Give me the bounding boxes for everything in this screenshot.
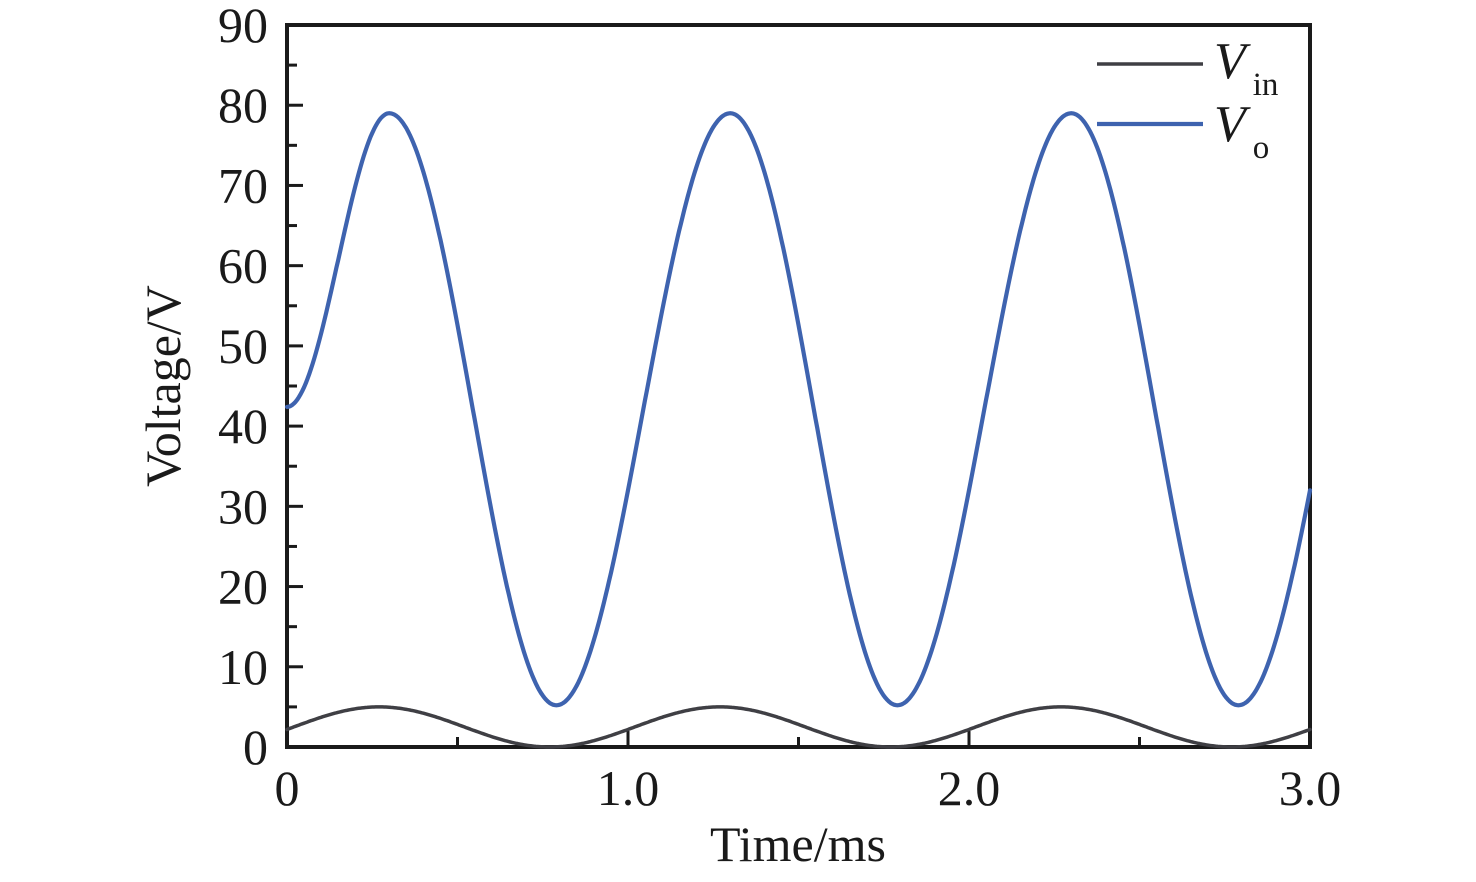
legend-vin-symbol: V (1214, 33, 1251, 90)
x-tick-label: 3.0 (1279, 760, 1342, 816)
x-tick-label: 1.0 (597, 760, 660, 816)
y-tick-label: 80 (218, 77, 268, 133)
y-tick-label: 40 (218, 398, 268, 454)
x-tick-label: 0 (275, 760, 300, 816)
y-tick-label: 0 (243, 719, 268, 775)
x-tick-label: 2.0 (938, 760, 1001, 816)
y-tick-label: 60 (218, 238, 268, 294)
y-tick-label: 50 (218, 318, 268, 374)
legend-label-vin: V in (1214, 33, 1278, 103)
series-line-vin (285, 705, 1312, 749)
legend-lines (1097, 62, 1203, 127)
plot-area (285, 23, 1312, 749)
legend-label-vo: V o (1214, 96, 1269, 166)
y-tick-label: 10 (218, 639, 268, 695)
x-axis-title: Time/ms (710, 816, 886, 872)
legend: V in V o (1097, 33, 1278, 166)
axis-ticks (285, 23, 1312, 749)
y-tick-label: 20 (218, 559, 268, 615)
y-tick-label: 30 (218, 478, 268, 534)
y-tick-label: 90 (218, 0, 268, 53)
y-axis-title: Voltage/V (135, 285, 191, 487)
legend-vo-subscript: o (1253, 130, 1270, 166)
data-series (284, 111, 1313, 749)
legend-vo-symbol: V (1214, 96, 1251, 153)
series-line-vo (284, 111, 1313, 708)
legend-vin-subscript: in (1253, 67, 1279, 103)
axis-tick-labels: 0 1.0 2.0 3.0 0 10 20 30 40 50 60 70 80 90 (218, 0, 1341, 816)
y-tick-label: 70 (218, 157, 268, 213)
